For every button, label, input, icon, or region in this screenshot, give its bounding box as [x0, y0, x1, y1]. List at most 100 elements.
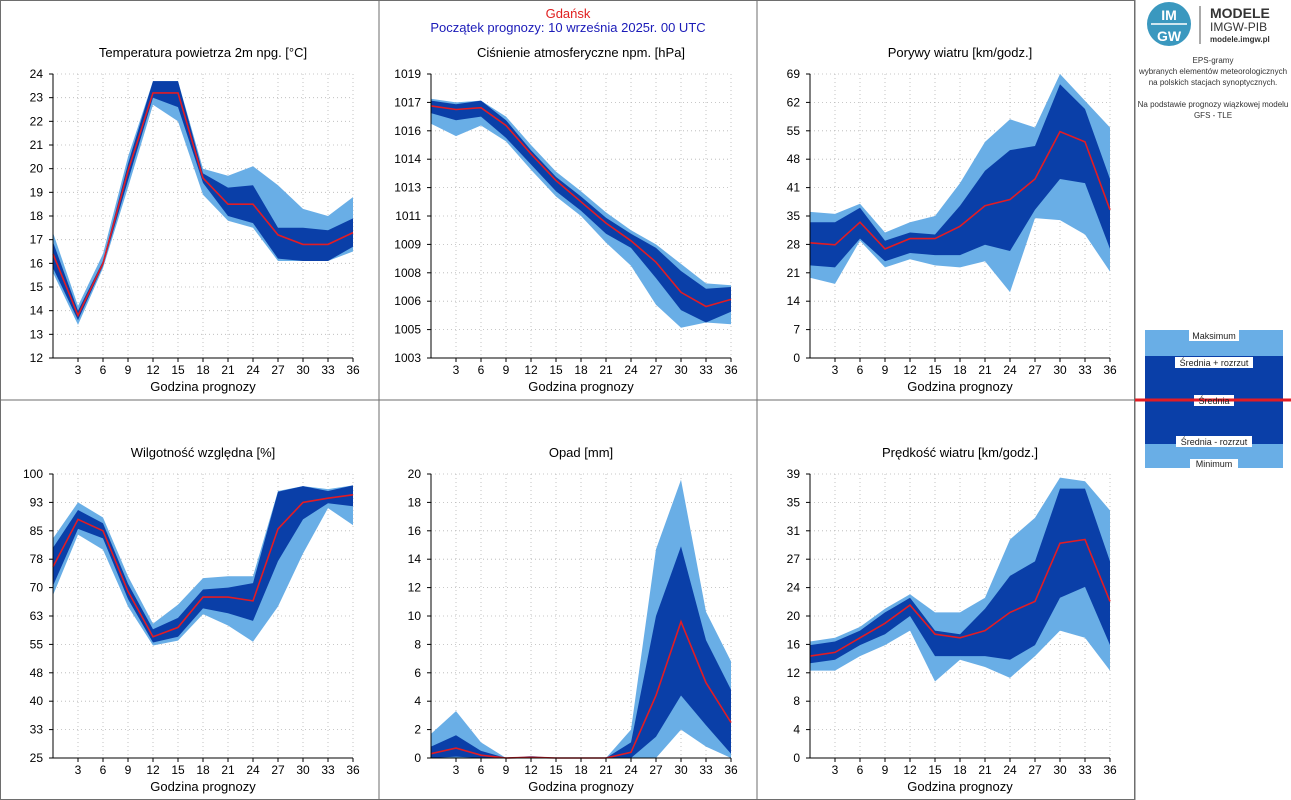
legend-mean-label: Średnia [1198, 395, 1229, 406]
y-tick-label: 1011 [395, 209, 421, 223]
y-tick-label: 24 [30, 67, 44, 81]
x-tick-label: 6 [478, 763, 485, 777]
x-tick-label: 24 [624, 763, 638, 777]
legend: Maksimum Średnia + rozrzut Średnia Średn… [1135, 330, 1291, 470]
x-axis-label: Godzina prognozy [528, 779, 634, 794]
y-tick-label: 1005 [394, 323, 421, 337]
x-tick-label: 36 [346, 363, 360, 377]
y-tick-label: 12 [30, 351, 44, 365]
x-tick-label: 6 [100, 763, 107, 777]
x-tick-label: 36 [1103, 763, 1117, 777]
logo-title: MODELE [1210, 5, 1270, 21]
chart-title: Opad [mm] [549, 445, 613, 460]
imgw-logo: IM GW [1147, 2, 1201, 46]
header-city: Gdańsk [545, 6, 591, 21]
y-tick-label: 41 [787, 181, 801, 195]
x-tick-label: 15 [171, 763, 185, 777]
y-tick-label: 24 [787, 581, 801, 595]
legend-mean-minus-bg [1176, 436, 1252, 447]
x-tick-label: 24 [1003, 763, 1017, 777]
y-tick-label: 14 [787, 294, 801, 308]
y-tick-label: 22 [30, 114, 44, 128]
x-tick-label: 3 [832, 763, 839, 777]
y-tick-label: 78 [30, 552, 44, 566]
series-spread-band [431, 546, 731, 758]
legend-max-bg [1189, 330, 1239, 341]
logo-url[interactable]: modele.imgw.pl [1210, 35, 1270, 44]
y-tick-label: 63 [30, 609, 44, 623]
y-tick-label: 40 [30, 694, 44, 708]
y-tick-label: 12 [787, 666, 801, 680]
legend-min-label: Minimum [1196, 459, 1233, 469]
x-tick-label: 12 [146, 763, 160, 777]
y-tick-label: 1008 [394, 266, 421, 280]
x-axis-label: Godzina prognozy [150, 779, 256, 794]
x-tick-label: 21 [599, 763, 613, 777]
x-tick-label: 15 [549, 363, 563, 377]
y-tick-label: 14 [408, 552, 422, 566]
x-tick-label: 12 [146, 363, 160, 377]
x-tick-label: 12 [524, 363, 538, 377]
series-mean-line [52, 494, 354, 638]
x-tick-label: 3 [453, 763, 460, 777]
x-tick-label: 18 [574, 763, 588, 777]
x-tick-label: 30 [674, 363, 688, 377]
y-tick-label: 4 [793, 723, 800, 737]
y-tick-label: 31 [787, 524, 801, 538]
y-tick-label: 12 [408, 581, 422, 595]
y-tick-label: 18 [30, 209, 44, 223]
y-tick-label: 1003 [394, 351, 421, 365]
series-spread-band [810, 84, 1110, 268]
x-tick-label: 33 [1078, 763, 1092, 777]
x-tick-label: 6 [857, 363, 864, 377]
x-tick-label: 12 [524, 763, 538, 777]
x-tick-label: 24 [1003, 363, 1017, 377]
x-axis-label: Godzina prognozy [528, 379, 634, 394]
x-tick-label: 21 [599, 363, 613, 377]
x-tick-label: 21 [978, 763, 992, 777]
x-tick-label: 21 [221, 763, 235, 777]
y-tick-label: 10 [408, 609, 422, 623]
x-tick-label: 12 [903, 363, 917, 377]
y-tick-label: 33 [30, 723, 44, 737]
series-mean-line [809, 130, 1111, 250]
y-tick-label: 7 [793, 323, 800, 337]
x-tick-label: 15 [928, 763, 942, 777]
y-tick-label: 0 [793, 751, 800, 765]
x-tick-label: 3 [75, 363, 82, 377]
x-tick-label: 3 [832, 363, 839, 377]
x-tick-label: 18 [953, 363, 967, 377]
logo-subtitle: IMGW-PIB [1210, 20, 1268, 34]
y-tick-label: 93 [30, 495, 44, 509]
x-tick-label: 27 [1028, 763, 1042, 777]
y-tick-label: 69 [787, 67, 801, 81]
x-tick-label: 30 [1053, 763, 1067, 777]
chart-title: Prędkość wiatru [km/godz.] [882, 445, 1038, 460]
y-tick-label: 25 [30, 751, 44, 765]
y-tick-label: 4 [414, 694, 421, 708]
y-tick-label: 70 [30, 581, 44, 595]
x-tick-label: 6 [857, 763, 864, 777]
chart-2: 1003 1005 1006 1008 1009 1011 1013 1014 1016 1017… [394, 45, 738, 394]
description-line-2: wybranych elementów meteorologicznych [1138, 67, 1288, 76]
x-tick-label: 27 [649, 363, 663, 377]
y-tick-label: 1009 [394, 237, 421, 251]
x-tick-label: 24 [246, 763, 260, 777]
y-tick-label: 16 [408, 524, 422, 538]
chart-title: Porywy wiatru [km/godz.] [888, 45, 1033, 60]
description-line-4: Na podstawie prognozy wiązkowej modelu [1137, 100, 1289, 109]
x-tick-label: 9 [503, 363, 510, 377]
y-tick-label: 0 [414, 751, 421, 765]
y-tick-label: 21 [787, 266, 801, 280]
y-tick-label: 14 [30, 304, 44, 318]
x-tick-label: 12 [903, 763, 917, 777]
x-tick-label: 27 [649, 763, 663, 777]
y-tick-label: 23 [30, 91, 44, 105]
x-tick-label: 30 [296, 363, 310, 377]
x-tick-label: 33 [321, 363, 335, 377]
x-tick-label: 33 [321, 763, 335, 777]
